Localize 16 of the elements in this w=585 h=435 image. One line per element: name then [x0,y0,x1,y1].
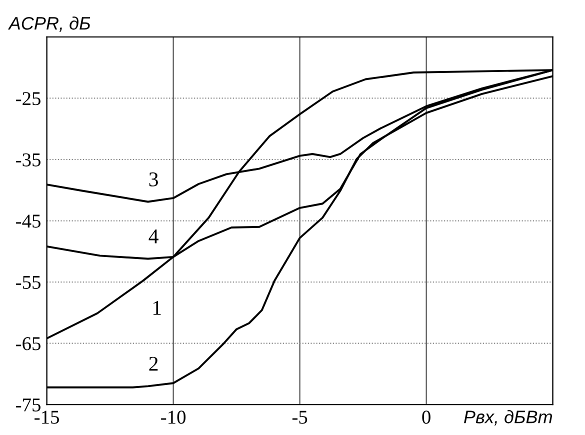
y-axis-title: ACPR, дБ [8,16,90,32]
series-label: 1 [153,300,161,315]
y-tick-label: -55 [16,276,40,289]
x-tick-label: -10 [161,410,186,424]
y-tick-label: -75 [16,398,40,412]
y-tick-label: -35 [16,153,40,166]
series-label: 4 [148,229,158,244]
x-tick-label: 0 [422,410,430,424]
series-label: 2 [149,356,158,371]
x-axis-title: Pвх, дБВт [464,410,552,426]
x-tick-label: -15 [34,410,59,424]
y-tick-label: -25 [16,92,40,106]
y-tick-label: -65 [16,337,40,350]
series-label: 3 [149,172,158,186]
x-tick-label: -5 [292,410,308,424]
y-tick-label: -45 [16,214,40,228]
